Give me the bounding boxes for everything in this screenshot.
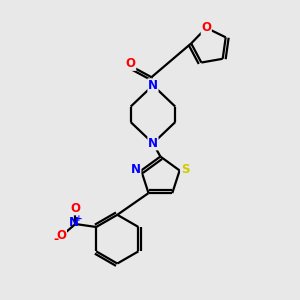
Text: N: N	[69, 216, 79, 229]
Text: S: S	[181, 163, 189, 176]
Text: O: O	[201, 21, 211, 34]
Text: -: -	[53, 233, 58, 246]
Text: N: N	[148, 137, 158, 150]
Text: N: N	[148, 79, 158, 92]
Text: N: N	[131, 163, 141, 176]
Text: +: +	[75, 214, 83, 223]
Text: O: O	[126, 57, 136, 70]
Text: O: O	[70, 202, 80, 215]
Text: O: O	[56, 229, 66, 242]
